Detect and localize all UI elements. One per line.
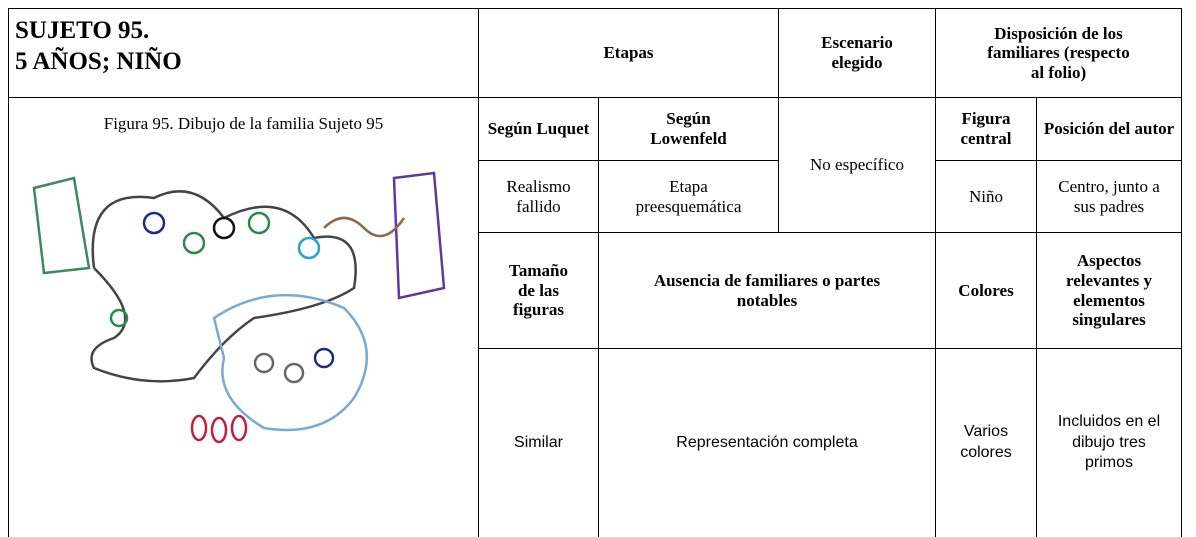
text: Incluidos en el dibujo tres primos bbox=[1057, 412, 1161, 472]
text: Niño bbox=[969, 186, 1003, 206]
drawing bbox=[32, 171, 445, 443]
escenario: Escenario elegido bbox=[778, 8, 936, 98]
colores-head: Colores bbox=[935, 232, 1037, 349]
etapas: Etapas bbox=[478, 8, 779, 98]
text: Similar bbox=[514, 433, 563, 451]
text: Según Lowenfeld bbox=[650, 109, 727, 148]
figura-central-value: Niño bbox=[935, 160, 1037, 233]
ausencia-value: Representación completa bbox=[598, 348, 936, 537]
escenario-value: No específico bbox=[778, 97, 936, 233]
tamano-head: Tamaño de las figuras bbox=[478, 232, 599, 349]
caption: Figura 95. Dibujo de la familia Sujeto 9… bbox=[103, 114, 384, 133]
text: Centro, junto a sus padres bbox=[1058, 176, 1160, 216]
subject: SUJETO 95. bbox=[15, 17, 150, 44]
aspectos-head: Aspectos relevantes y elementos singular… bbox=[1036, 232, 1182, 349]
text: Aspectos relevantes y elementos singular… bbox=[1065, 251, 1153, 330]
text: Ausencia de familiares o partes notables bbox=[653, 270, 881, 310]
text: Colores bbox=[958, 280, 1014, 300]
posicion-head: Posición del autor bbox=[1036, 97, 1182, 161]
disposicion: Disposición de los familiares (respecto … bbox=[935, 8, 1182, 98]
text: Etapas bbox=[603, 43, 654, 63]
colores-value: Varios colores bbox=[935, 348, 1037, 537]
text: Escenario elegido bbox=[821, 33, 893, 72]
lowenfeld-value: Etapa preesquemática bbox=[598, 160, 779, 233]
text: No específico bbox=[810, 155, 904, 175]
text: Figura central bbox=[960, 109, 1012, 148]
tamano-value: Similar bbox=[478, 348, 599, 537]
text: Tamaño de las figuras bbox=[509, 261, 568, 320]
posicion-value: Centro, junto a sus padres bbox=[1036, 160, 1182, 233]
text: Representación completa bbox=[676, 433, 858, 451]
text: Según Luquet bbox=[487, 119, 590, 139]
lowenfeld-head: Según Lowenfeld bbox=[598, 97, 779, 161]
text: Realismo fallido bbox=[506, 176, 571, 216]
aspectos-value: Incluidos en el dibujo tres primos bbox=[1036, 348, 1182, 537]
text: Etapa preesquemática bbox=[635, 176, 742, 216]
title-cell: SUJETO 95. 5 AÑOS; NIÑO bbox=[8, 8, 479, 98]
figure-cell: Figura 95. Dibujo de la familia Sujeto 9… bbox=[8, 97, 479, 537]
text: Disposición de los familiares (respecto … bbox=[987, 23, 1130, 82]
ausencia-head: Ausencia de familiares o partes notables bbox=[598, 232, 936, 349]
text: Varios colores bbox=[960, 423, 1012, 461]
luquet-head: Según Luquet bbox=[478, 97, 599, 161]
text: Posición del autor bbox=[1043, 119, 1175, 139]
luquet-value: Realismo fallido bbox=[478, 160, 599, 233]
subtitle: 5 AÑOS; NIÑO bbox=[15, 48, 182, 76]
figura-central-head: Figura central bbox=[935, 97, 1037, 161]
